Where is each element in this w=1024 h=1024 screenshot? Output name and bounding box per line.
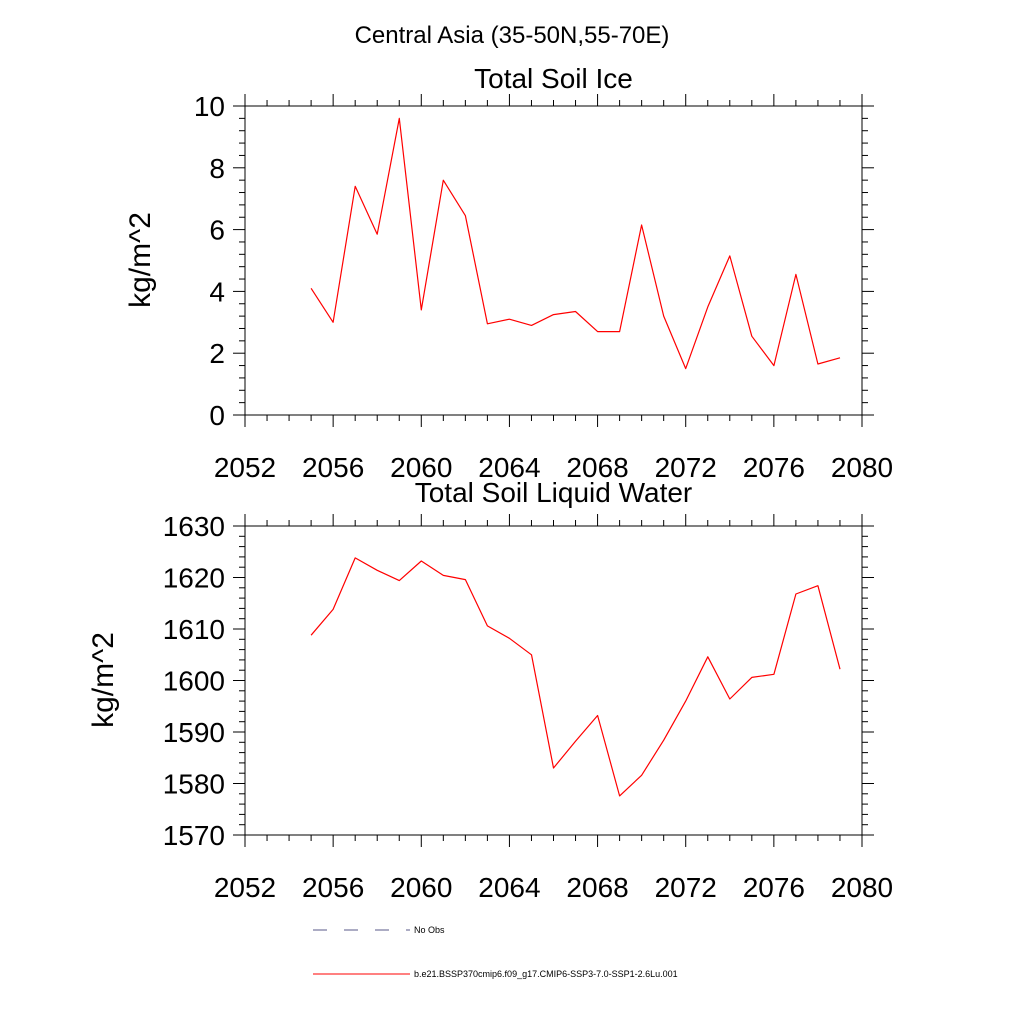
y-tick-label: 8 — [209, 153, 225, 184]
x-tick-label: 2068 — [566, 452, 628, 483]
x-tick-label: 2056 — [302, 872, 364, 903]
y-tick-label: 10 — [194, 91, 225, 122]
y-axis-label: kg/m^2 — [87, 632, 120, 728]
panel-soil-liquid-water: Total Soil Liquid Water kg/m^2 2052 2056 206… — [87, 477, 893, 903]
x-tick-label: 2056 — [302, 452, 364, 483]
x-tick-label: 2052 — [214, 452, 276, 483]
panel-title: Total Soil Liquid Water — [415, 477, 693, 508]
y-tick-label: 1610 — [163, 614, 225, 645]
figure-title: Central Asia (35-50N,55-70E) — [355, 22, 670, 49]
x-tick-label: 2068 — [566, 872, 628, 903]
x-tick-label: 2076 — [743, 872, 805, 903]
y-tick-label: 1590 — [163, 717, 225, 748]
x-tick-label: 2064 — [478, 452, 540, 483]
series-line — [310, 117, 841, 370]
legend: No Obs b.e21.BSSP370cmip6.f09_g17.CMIP6-… — [313, 925, 678, 979]
x-tick-label: 2072 — [655, 872, 717, 903]
legend-label-no-obs: No Obs — [414, 925, 445, 935]
y-tick-label: 0 — [209, 400, 225, 431]
x-tick-label: 2080 — [831, 452, 893, 483]
panel-title: Total Soil Ice — [474, 63, 633, 94]
y-tick-label: 1620 — [163, 563, 225, 594]
x-tick-label: 2072 — [655, 452, 717, 483]
y-tick-label: 4 — [209, 276, 225, 307]
x-tick-label: 2052 — [214, 872, 276, 903]
y-tick-label: 1600 — [163, 666, 225, 697]
y-tick-label: 1630 — [163, 511, 225, 542]
x-tick-label: 2060 — [390, 872, 452, 903]
x-tick-label: 2080 — [831, 872, 893, 903]
y-tick-label: 6 — [209, 215, 225, 246]
y-axis-label: kg/m^2 — [124, 212, 157, 308]
y-tick-label: 1580 — [163, 769, 225, 800]
plot-frame — [244, 525, 863, 836]
x-tick-label: 2060 — [390, 452, 452, 483]
legend-label-series: b.e21.BSSP370cmip6.f09_g17.CMIP6-SSP3-7.… — [414, 969, 678, 979]
x-tick-label: 2064 — [478, 872, 540, 903]
x-tick-label: 2076 — [743, 452, 805, 483]
plot-frame — [244, 105, 863, 416]
y-tick-label: 1570 — [163, 820, 225, 851]
y-tick-label: 2 — [209, 338, 225, 369]
series-line — [310, 557, 841, 797]
